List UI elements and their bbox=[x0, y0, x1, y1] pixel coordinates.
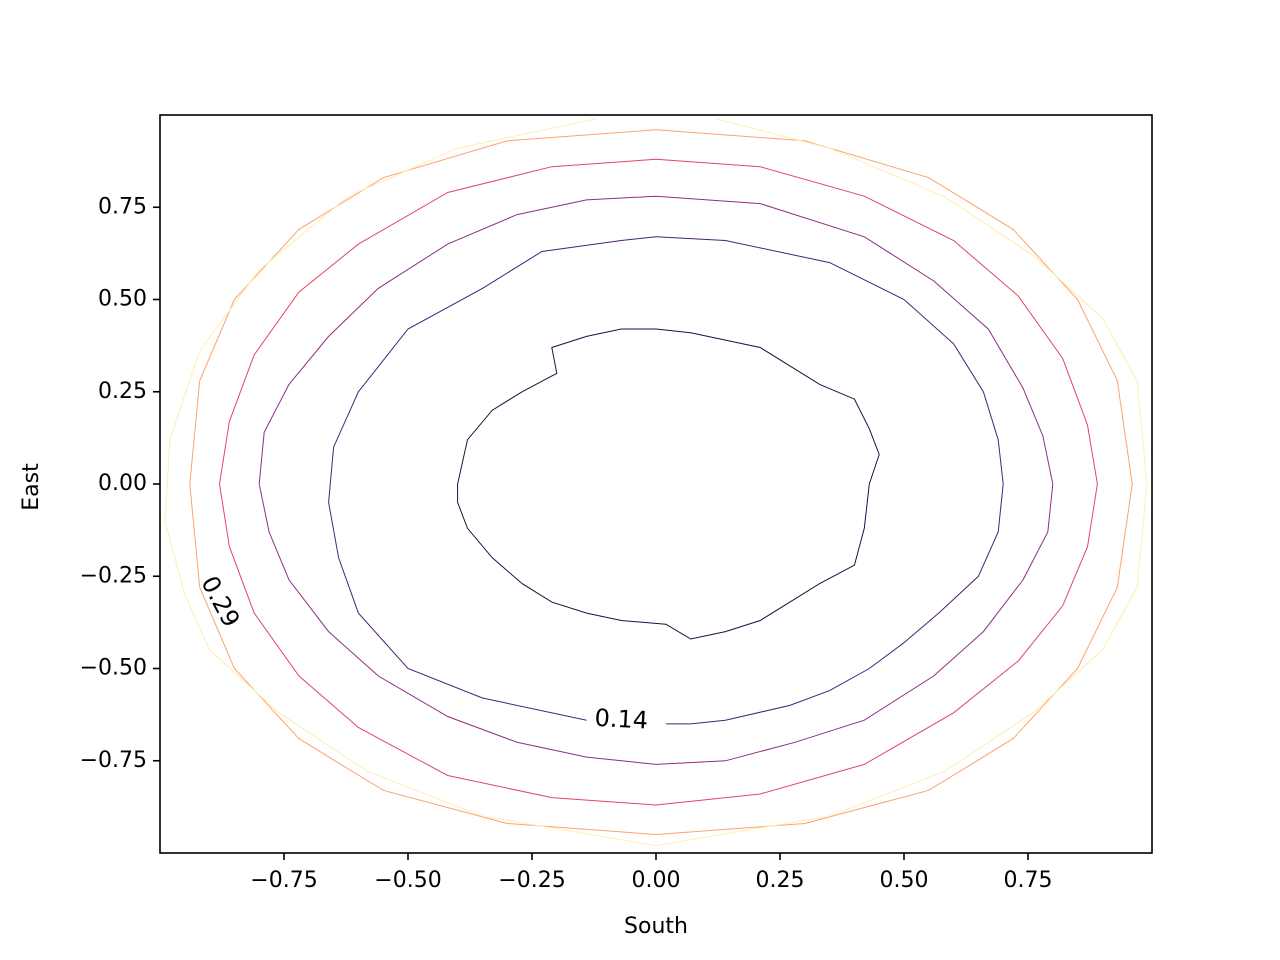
contour-label-0: 0.14 bbox=[594, 704, 649, 735]
x-axis-ticks: −0.75 −0.50 −0.25 0.00 0.25 0.50 0.75 bbox=[250, 853, 1052, 893]
y-tick-label: −0.25 bbox=[80, 563, 147, 588]
x-tick-label: −0.75 bbox=[250, 868, 317, 893]
y-tick-label: −0.50 bbox=[80, 656, 147, 681]
x-tick-label: 0.75 bbox=[1004, 868, 1053, 893]
y-axis-label: East bbox=[19, 463, 44, 511]
x-axis-label: South bbox=[624, 914, 688, 939]
x-tick-label: 0.00 bbox=[632, 868, 681, 893]
contour-line-0-29 bbox=[218, 158, 1098, 806]
y-tick-label: 0.50 bbox=[98, 287, 147, 312]
y-tick-label: −0.75 bbox=[80, 748, 147, 773]
contour-line-0-14 bbox=[655, 236, 1004, 725]
contour-line-0-07 bbox=[457, 328, 880, 640]
x-tick-label: 0.25 bbox=[756, 868, 805, 893]
contour-line-0-43 bbox=[164, 118, 1148, 847]
x-tick-label: −0.25 bbox=[498, 868, 565, 893]
contour-line-0-14-part2 bbox=[328, 236, 657, 721]
x-tick-label: −0.50 bbox=[374, 868, 441, 893]
x-tick-label: 0.50 bbox=[880, 868, 929, 893]
y-axis-ticks: 0.75 0.50 0.25 0.00 −0.25 −0.50 −0.75 bbox=[80, 194, 160, 773]
contour-line-0-21 bbox=[258, 195, 1054, 765]
contour-lines bbox=[164, 118, 1148, 847]
y-tick-label: 0.75 bbox=[98, 194, 147, 219]
y-tick-label: 0.00 bbox=[98, 471, 147, 496]
contour-line-0-36 bbox=[189, 129, 1133, 836]
y-tick-label: 0.25 bbox=[98, 379, 147, 404]
